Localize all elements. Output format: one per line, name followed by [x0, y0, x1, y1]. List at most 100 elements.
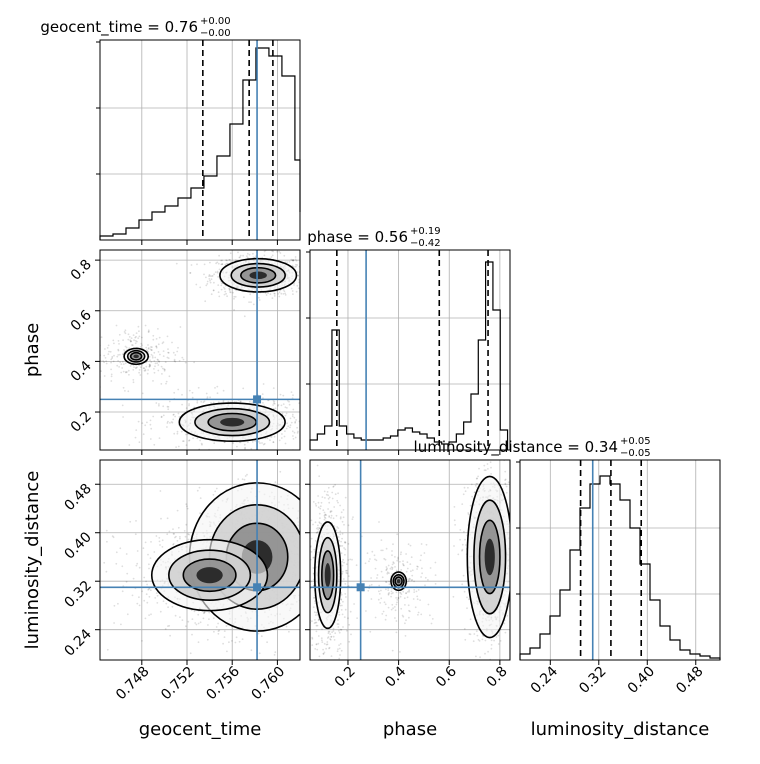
sample-point — [135, 533, 137, 535]
sample-point — [242, 255, 244, 257]
sample-point — [153, 352, 155, 354]
sample-point — [348, 641, 350, 643]
sample-point — [159, 541, 161, 543]
sample-point — [145, 581, 147, 583]
sample-point — [332, 498, 334, 500]
sample-point — [179, 538, 181, 540]
sample-point — [107, 353, 109, 355]
sample-point — [177, 540, 179, 542]
sample-point — [301, 263, 303, 265]
sample-point — [213, 402, 215, 404]
histogram-step — [100, 48, 300, 240]
sample-point — [286, 422, 288, 424]
sample-point — [150, 346, 152, 348]
sample-point — [194, 611, 196, 613]
sample-point — [311, 644, 313, 646]
sample-point — [332, 486, 334, 488]
sample-point — [214, 491, 216, 493]
sample-point — [252, 401, 254, 403]
sample-point — [158, 537, 160, 539]
panel-title-sub-geocent_time: −0.00 — [200, 28, 231, 39]
sample-point — [405, 593, 407, 595]
sample-point — [175, 446, 177, 448]
sample-point — [244, 315, 246, 317]
sample-point — [305, 578, 307, 580]
sample-point — [409, 578, 411, 580]
sample-point — [314, 597, 316, 599]
panel-title-sup-luminosity_distance: +0.05 — [620, 436, 651, 447]
sample-point — [226, 651, 228, 653]
sample-point — [289, 427, 291, 429]
sample-point — [267, 444, 269, 446]
sample-point — [188, 539, 190, 541]
sample-point — [133, 334, 135, 336]
sample-point — [119, 354, 121, 356]
sample-point — [498, 643, 500, 645]
sample-point — [301, 602, 303, 604]
sample-point — [392, 607, 394, 609]
sample-point — [249, 293, 251, 295]
sample-point — [160, 518, 162, 520]
sample-point — [395, 597, 397, 599]
sample-point — [418, 589, 420, 591]
sample-point — [341, 609, 343, 611]
sample-point — [333, 435, 335, 437]
sample-point — [205, 277, 207, 279]
sample-point — [336, 500, 338, 502]
sample-point — [337, 626, 339, 628]
sample-point — [230, 252, 232, 254]
sample-point — [283, 403, 285, 405]
sample-point — [160, 383, 162, 385]
sample-point — [305, 564, 307, 566]
sample-point — [521, 559, 523, 561]
sample-point — [464, 487, 466, 489]
sample-point — [217, 623, 219, 625]
sample-point — [196, 624, 198, 626]
sample-point — [204, 300, 206, 302]
sample-point — [214, 387, 216, 389]
sample-point — [220, 285, 222, 287]
sample-point — [160, 490, 162, 492]
sample-point — [336, 526, 338, 528]
density-fill — [196, 567, 222, 583]
sample-point — [485, 469, 487, 471]
sample-point — [128, 444, 130, 446]
sample-point — [167, 606, 169, 608]
sample-point — [342, 521, 344, 523]
sample-point — [126, 553, 128, 555]
sample-point — [289, 261, 291, 263]
sample-point — [388, 594, 390, 596]
sample-point — [102, 360, 104, 362]
sample-point — [301, 569, 303, 571]
sample-point — [158, 343, 160, 345]
sample-point — [311, 637, 313, 639]
sample-point — [343, 509, 345, 511]
sample-point — [329, 633, 331, 635]
sample-point — [223, 401, 225, 403]
sample-point — [142, 393, 144, 395]
sample-point — [500, 640, 502, 642]
sample-point — [120, 363, 122, 365]
sample-point — [327, 491, 329, 493]
sample-point — [136, 565, 138, 567]
sample-point — [365, 562, 367, 564]
sample-point — [172, 606, 174, 608]
sample-point — [116, 551, 118, 553]
sample-point — [169, 635, 171, 637]
sample-point — [416, 596, 418, 598]
sample-point — [150, 438, 152, 440]
sample-point — [493, 640, 495, 642]
sample-point — [416, 568, 418, 570]
sample-point — [242, 388, 244, 390]
sample-point — [96, 347, 98, 349]
sample-point — [304, 439, 306, 441]
sample-point — [94, 350, 96, 352]
sample-point — [107, 347, 109, 349]
sample-point — [122, 590, 124, 592]
sample-point — [114, 605, 116, 607]
sample-point — [174, 361, 176, 363]
sample-point — [253, 256, 255, 258]
sample-point — [313, 273, 315, 275]
sample-point — [314, 434, 316, 436]
sample-point — [147, 554, 149, 556]
